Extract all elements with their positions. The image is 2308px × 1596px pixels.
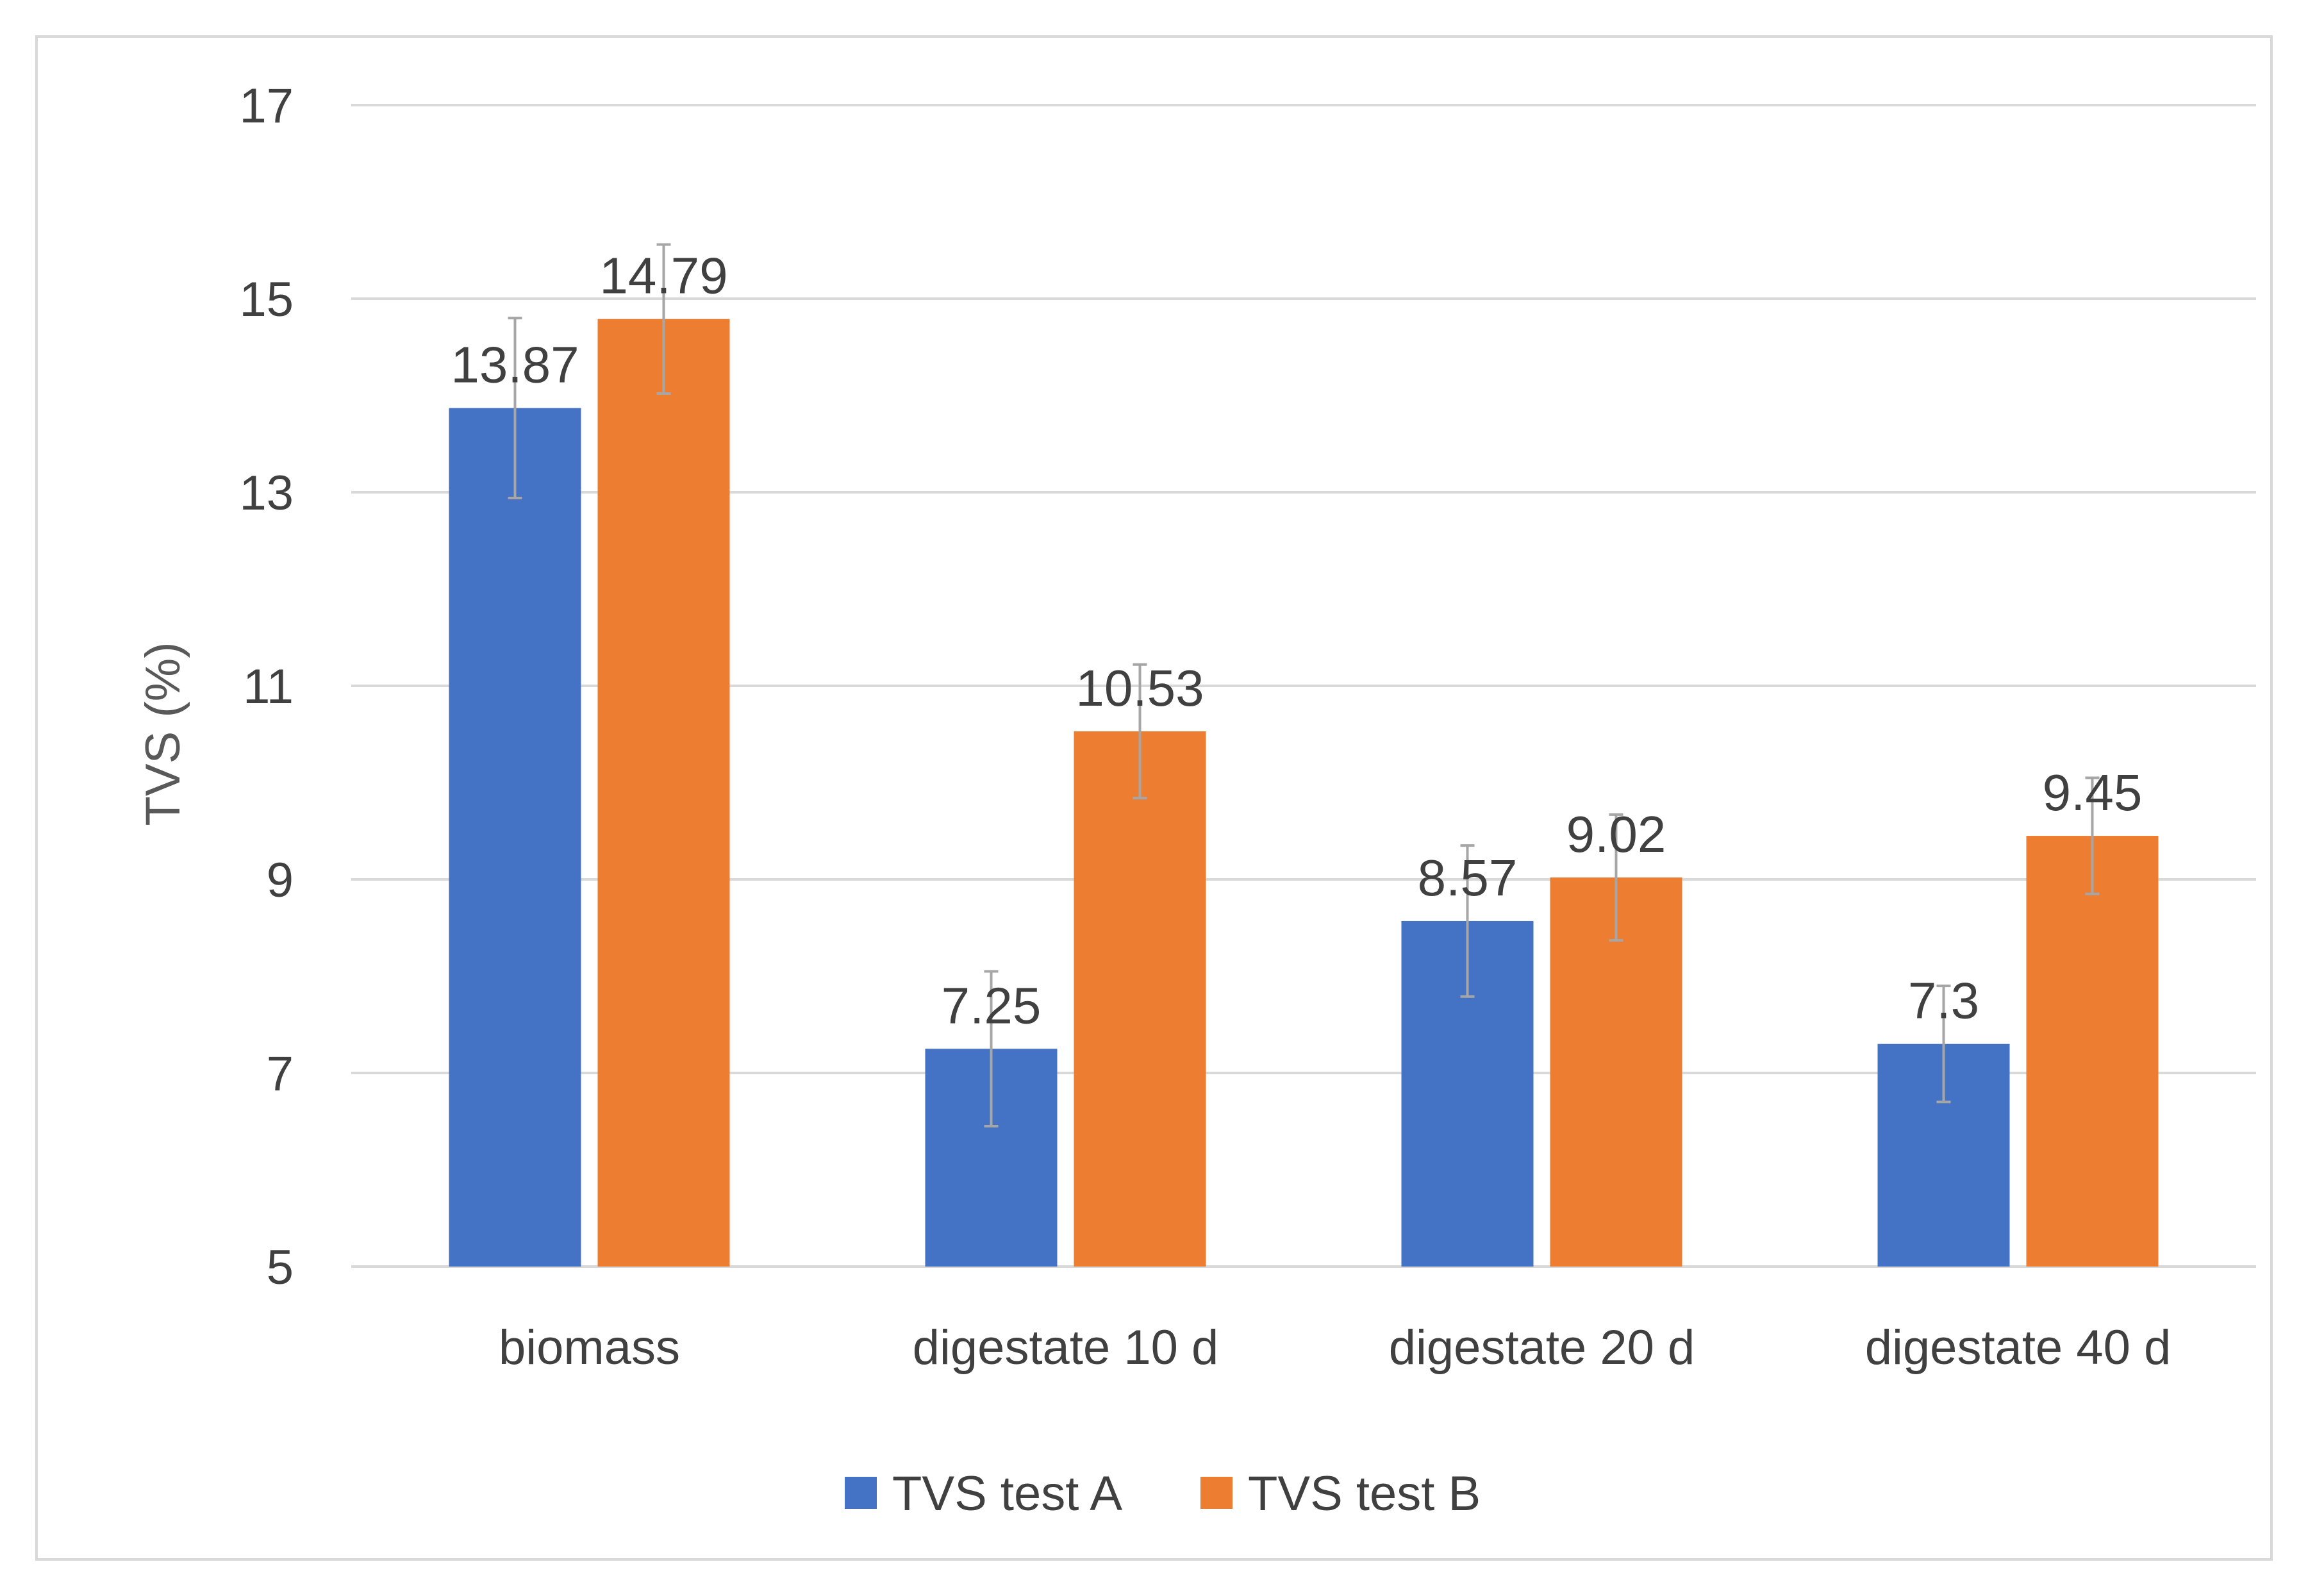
y-tick-label: 11 (243, 660, 294, 714)
y-tick-label: 15 (239, 272, 294, 327)
y-tick-label: 5 (267, 1240, 294, 1295)
x-category-label: digestate 40 d (1865, 1320, 2171, 1375)
y-tick-label: 9 (267, 853, 294, 908)
error-bars (508, 243, 2100, 1128)
bar (449, 408, 581, 1267)
data-label: 10.53 (1075, 660, 1204, 717)
legend-item[interactable]: TVS test A (845, 1467, 1122, 1521)
y-tick-label: 17 (239, 79, 294, 133)
x-category-label: digestate 20 d (1389, 1320, 1695, 1375)
data-label: 7.25 (942, 977, 1042, 1034)
bar (2026, 836, 2159, 1267)
y-tick-label: 7 (267, 1047, 294, 1101)
legend-item[interactable]: TVS test B (1200, 1467, 1481, 1521)
data-label: 8.57 (1418, 849, 1518, 906)
legend-swatch (845, 1477, 877, 1509)
data-label: 13.87 (451, 337, 579, 394)
bar (597, 319, 730, 1267)
data-label: 14.79 (599, 247, 727, 304)
legend-swatch (1200, 1477, 1233, 1509)
legend-label: TVS test A (892, 1467, 1122, 1521)
x-category-label: digestate 10 d (913, 1320, 1219, 1375)
x-category-label: biomass (499, 1320, 680, 1375)
y-tick-label: 13 (239, 466, 294, 520)
y-axis-title: TVS (%) (136, 642, 190, 826)
data-labels: 13.87 14.79 7.25 10.53 8.57 9.02 7.3 9.45 (451, 247, 2142, 1035)
bar (1074, 731, 1206, 1267)
data-label: 9.02 (1566, 806, 1666, 863)
x-axis-categories: biomass digestate 10 d digestate 20 d diges… (499, 1320, 2171, 1375)
legend[interactable]: TVS test A TVS test B (845, 1467, 1481, 1521)
y-axis-ticks: 5 7 9 11 13 15 17 (239, 79, 294, 1295)
data-label: 7.3 (1908, 972, 1979, 1029)
bar (1550, 877, 1682, 1267)
legend-label: TVS test B (1248, 1467, 1481, 1521)
data-label: 9.45 (2043, 764, 2143, 821)
bars (449, 319, 2159, 1267)
